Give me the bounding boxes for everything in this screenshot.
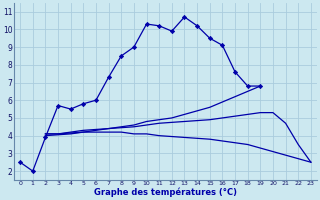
X-axis label: Graphe des températures (°C): Graphe des températures (°C) [94,188,237,197]
